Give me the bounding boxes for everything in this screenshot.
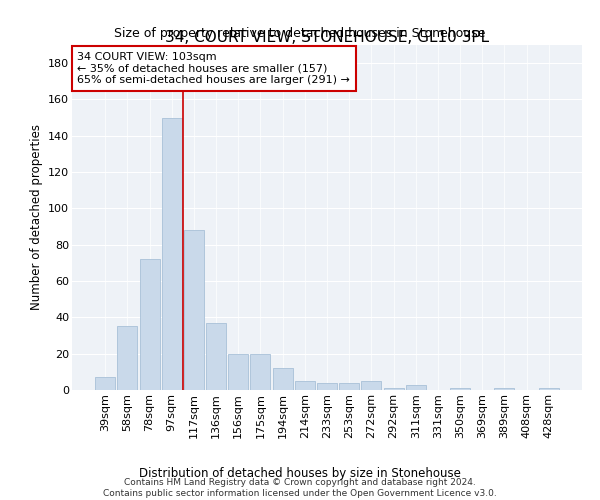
Bar — [383, 388, 404, 390]
Bar — [162, 118, 182, 390]
Bar — [95, 378, 115, 390]
Title: 34, COURT VIEW, STONEHOUSE, GL10 3PL: 34, COURT VIEW, STONEHOUSE, GL10 3PL — [165, 30, 489, 45]
Bar — [539, 388, 559, 390]
Text: Distribution of detached houses by size in Stonehouse: Distribution of detached houses by size … — [139, 468, 461, 480]
Bar — [206, 323, 226, 390]
Text: Contains HM Land Registry data © Crown copyright and database right 2024.
Contai: Contains HM Land Registry data © Crown c… — [103, 478, 497, 498]
Bar — [406, 384, 426, 390]
Bar — [272, 368, 293, 390]
Bar — [118, 326, 137, 390]
Bar — [339, 382, 359, 390]
Bar — [450, 388, 470, 390]
Text: 34 COURT VIEW: 103sqm
← 35% of detached houses are smaller (157)
65% of semi-det: 34 COURT VIEW: 103sqm ← 35% of detached … — [77, 52, 350, 85]
Bar — [361, 381, 382, 390]
Bar — [317, 382, 337, 390]
Bar — [184, 230, 204, 390]
Bar — [228, 354, 248, 390]
Bar — [250, 354, 271, 390]
Y-axis label: Number of detached properties: Number of detached properties — [29, 124, 43, 310]
Bar — [295, 381, 315, 390]
Bar — [494, 388, 514, 390]
Text: Size of property relative to detached houses in Stonehouse: Size of property relative to detached ho… — [115, 28, 485, 40]
Bar — [140, 260, 160, 390]
